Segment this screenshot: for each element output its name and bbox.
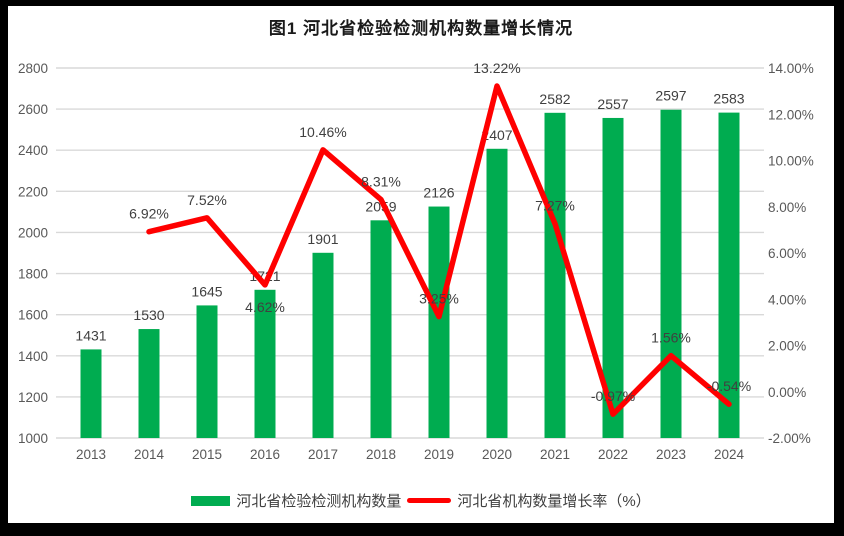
bar-2024 [718,112,740,438]
right-axis-tick-6: 6.00% [768,246,806,261]
x-axis-label-2016: 2016 [250,447,280,462]
x-axis-label-2013: 2013 [76,447,106,462]
left-axis-tick-2800: 2800 [18,61,48,76]
bar-label-2015: 1645 [191,283,222,299]
bar-label-2022: 2557 [597,96,628,112]
bar-2020 [486,148,508,439]
x-axis-label-2024: 2024 [714,447,745,462]
left-axis-tick-2000: 2000 [18,225,48,240]
chart-canvas: 图1 河北省检验检测机构数量增长情况 1000 1200 1400 1600 1800 2… [8,6,834,523]
left-axis-tick-2200: 2200 [18,184,48,199]
line-label-2018: 8.31% [361,174,401,190]
bar-label-2023: 2597 [655,88,686,104]
bar-2019 [428,206,450,438]
x-axis-label-2019: 2019 [424,447,454,462]
bar-2023 [660,109,682,438]
bar-2014 [138,329,160,438]
line-series-swatch-icon [407,498,452,503]
bar-label-2024: 2583 [713,91,744,107]
left-axis-tick-2400: 2400 [18,143,48,158]
x-axis-label-2021: 2021 [540,447,570,462]
x-axis-label-2020: 2020 [482,447,512,462]
bar-label-2014: 1530 [133,307,164,323]
bar-2021 [544,112,566,439]
bar-label-2019: 2126 [423,185,454,201]
right-axis-tick--2: -2.00% [768,431,811,446]
line-label-2023: 1.56% [651,330,691,346]
legend-label-line: 河北省机构数量增长率（%） [457,493,651,510]
chart-title: 图1 河北省检验检测机构数量增长情况 [268,19,574,38]
right-axis-tick-14: 14.00% [768,61,814,76]
right-axis-tick-12: 12.00% [768,107,814,122]
line-label-2015: 7.52% [187,192,227,208]
bar-label-2021: 2582 [539,91,570,107]
x-axis-label-2017: 2017 [308,447,338,462]
bar-2016 [254,289,276,438]
bar-2022 [602,117,624,438]
right-axis-tick-8: 8.00% [768,200,806,215]
line-label-2019: 3.25% [419,291,459,307]
line-label-2017: 10.46% [299,124,346,140]
right-axis-tick-2: 2.00% [768,339,806,354]
left-axis-tick-1600: 1600 [18,308,48,323]
left-axis-tick-1200: 1200 [18,390,48,405]
line-label-2024: -0.54% [707,378,751,394]
line-label-2016: 4.62% [245,299,285,315]
bar-label-2017: 1901 [307,231,338,247]
bar-2015 [196,305,218,438]
line-label-2021: 7.27% [535,198,575,214]
x-axis-label-2023: 2023 [656,447,686,462]
legend-item-bars: 河北省检验检测机构数量 [191,490,401,511]
line-label-2020: 13.22% [473,60,520,76]
x-axis-label-2014: 2014 [134,447,165,462]
line-label-2014: 6.92% [129,206,169,222]
chart-legend: 河北省检验检测机构数量 河北省机构数量增长率（%） [8,490,834,511]
legend-label-bars: 河北省检验检测机构数量 [236,493,402,510]
combo-chart-plot: 1000 1200 1400 1600 1800 2000 2200 2400 2600 2800… [18,60,814,462]
bar-series-swatch-icon [191,495,231,506]
bar-2018 [370,220,392,438]
left-axis-tick-1400: 1400 [18,349,48,364]
bar-label-2020: 2407 [481,127,512,143]
right-axis-tick-0: 0.00% [768,385,806,400]
left-axis-tick-1800: 1800 [18,267,48,282]
bar-2013 [80,349,102,438]
legend-item-line: 河北省机构数量增长率（%） [407,490,651,511]
left-axis-tick-1000: 1000 [18,431,48,446]
line-label-2022: -0.97% [591,388,635,404]
bar-2017 [312,252,334,438]
bar-label-2013: 1431 [75,327,106,343]
x-axis-label-2018: 2018 [366,447,396,462]
right-axis-tick-4: 4.00% [768,292,806,307]
right-axis-tick-10: 10.00% [768,154,814,169]
x-axis-label-2015: 2015 [192,447,222,462]
growth-rate-line [146,83,732,417]
x-axis-label-2022: 2022 [598,447,628,462]
left-axis-tick-2600: 2600 [18,102,48,117]
